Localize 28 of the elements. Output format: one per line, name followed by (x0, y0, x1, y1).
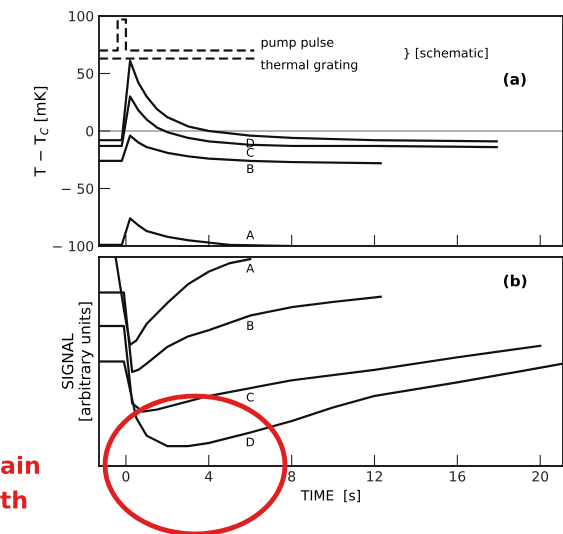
text: th (0, 490, 26, 508)
x-tick-label: 12 (367, 471, 382, 482)
annotation: (a) (504, 73, 526, 87)
x-tick-label: 16 (450, 471, 466, 482)
y-tick-label: 0 (86, 126, 94, 136)
series-label: pump pulse (262, 37, 334, 50)
y-axis-title: T − T$_{C}$ [mK] (34, 86, 48, 176)
text: ain (1, 456, 39, 474)
x-tick-label: 4 (205, 471, 212, 482)
series-label: D (246, 438, 254, 446)
y-tick-label: 100 (69, 10, 94, 22)
series-label: A (246, 264, 254, 272)
annotation: (b) (504, 274, 526, 288)
x-tick-label: 8 (288, 471, 296, 482)
series-label: C (246, 392, 254, 402)
y-axis-title: SIGNAL [arbitrary units] (62, 302, 94, 421)
annotation: } [schematic] (404, 48, 488, 60)
x-tick-label: 0 (122, 471, 130, 482)
series-label: B (247, 164, 254, 173)
x-tick-label: 20 (532, 471, 548, 482)
series-label: B (247, 321, 254, 330)
series-label: thermal grating (260, 60, 358, 72)
series-label: A (246, 230, 254, 240)
y-tick-label: − 100 (53, 240, 94, 252)
x-axis-title: TIME [s] (300, 490, 360, 502)
y-tick-label: 50 (78, 68, 94, 79)
series-label: C (246, 148, 254, 157)
y-tick-label: − 50 (62, 183, 94, 194)
